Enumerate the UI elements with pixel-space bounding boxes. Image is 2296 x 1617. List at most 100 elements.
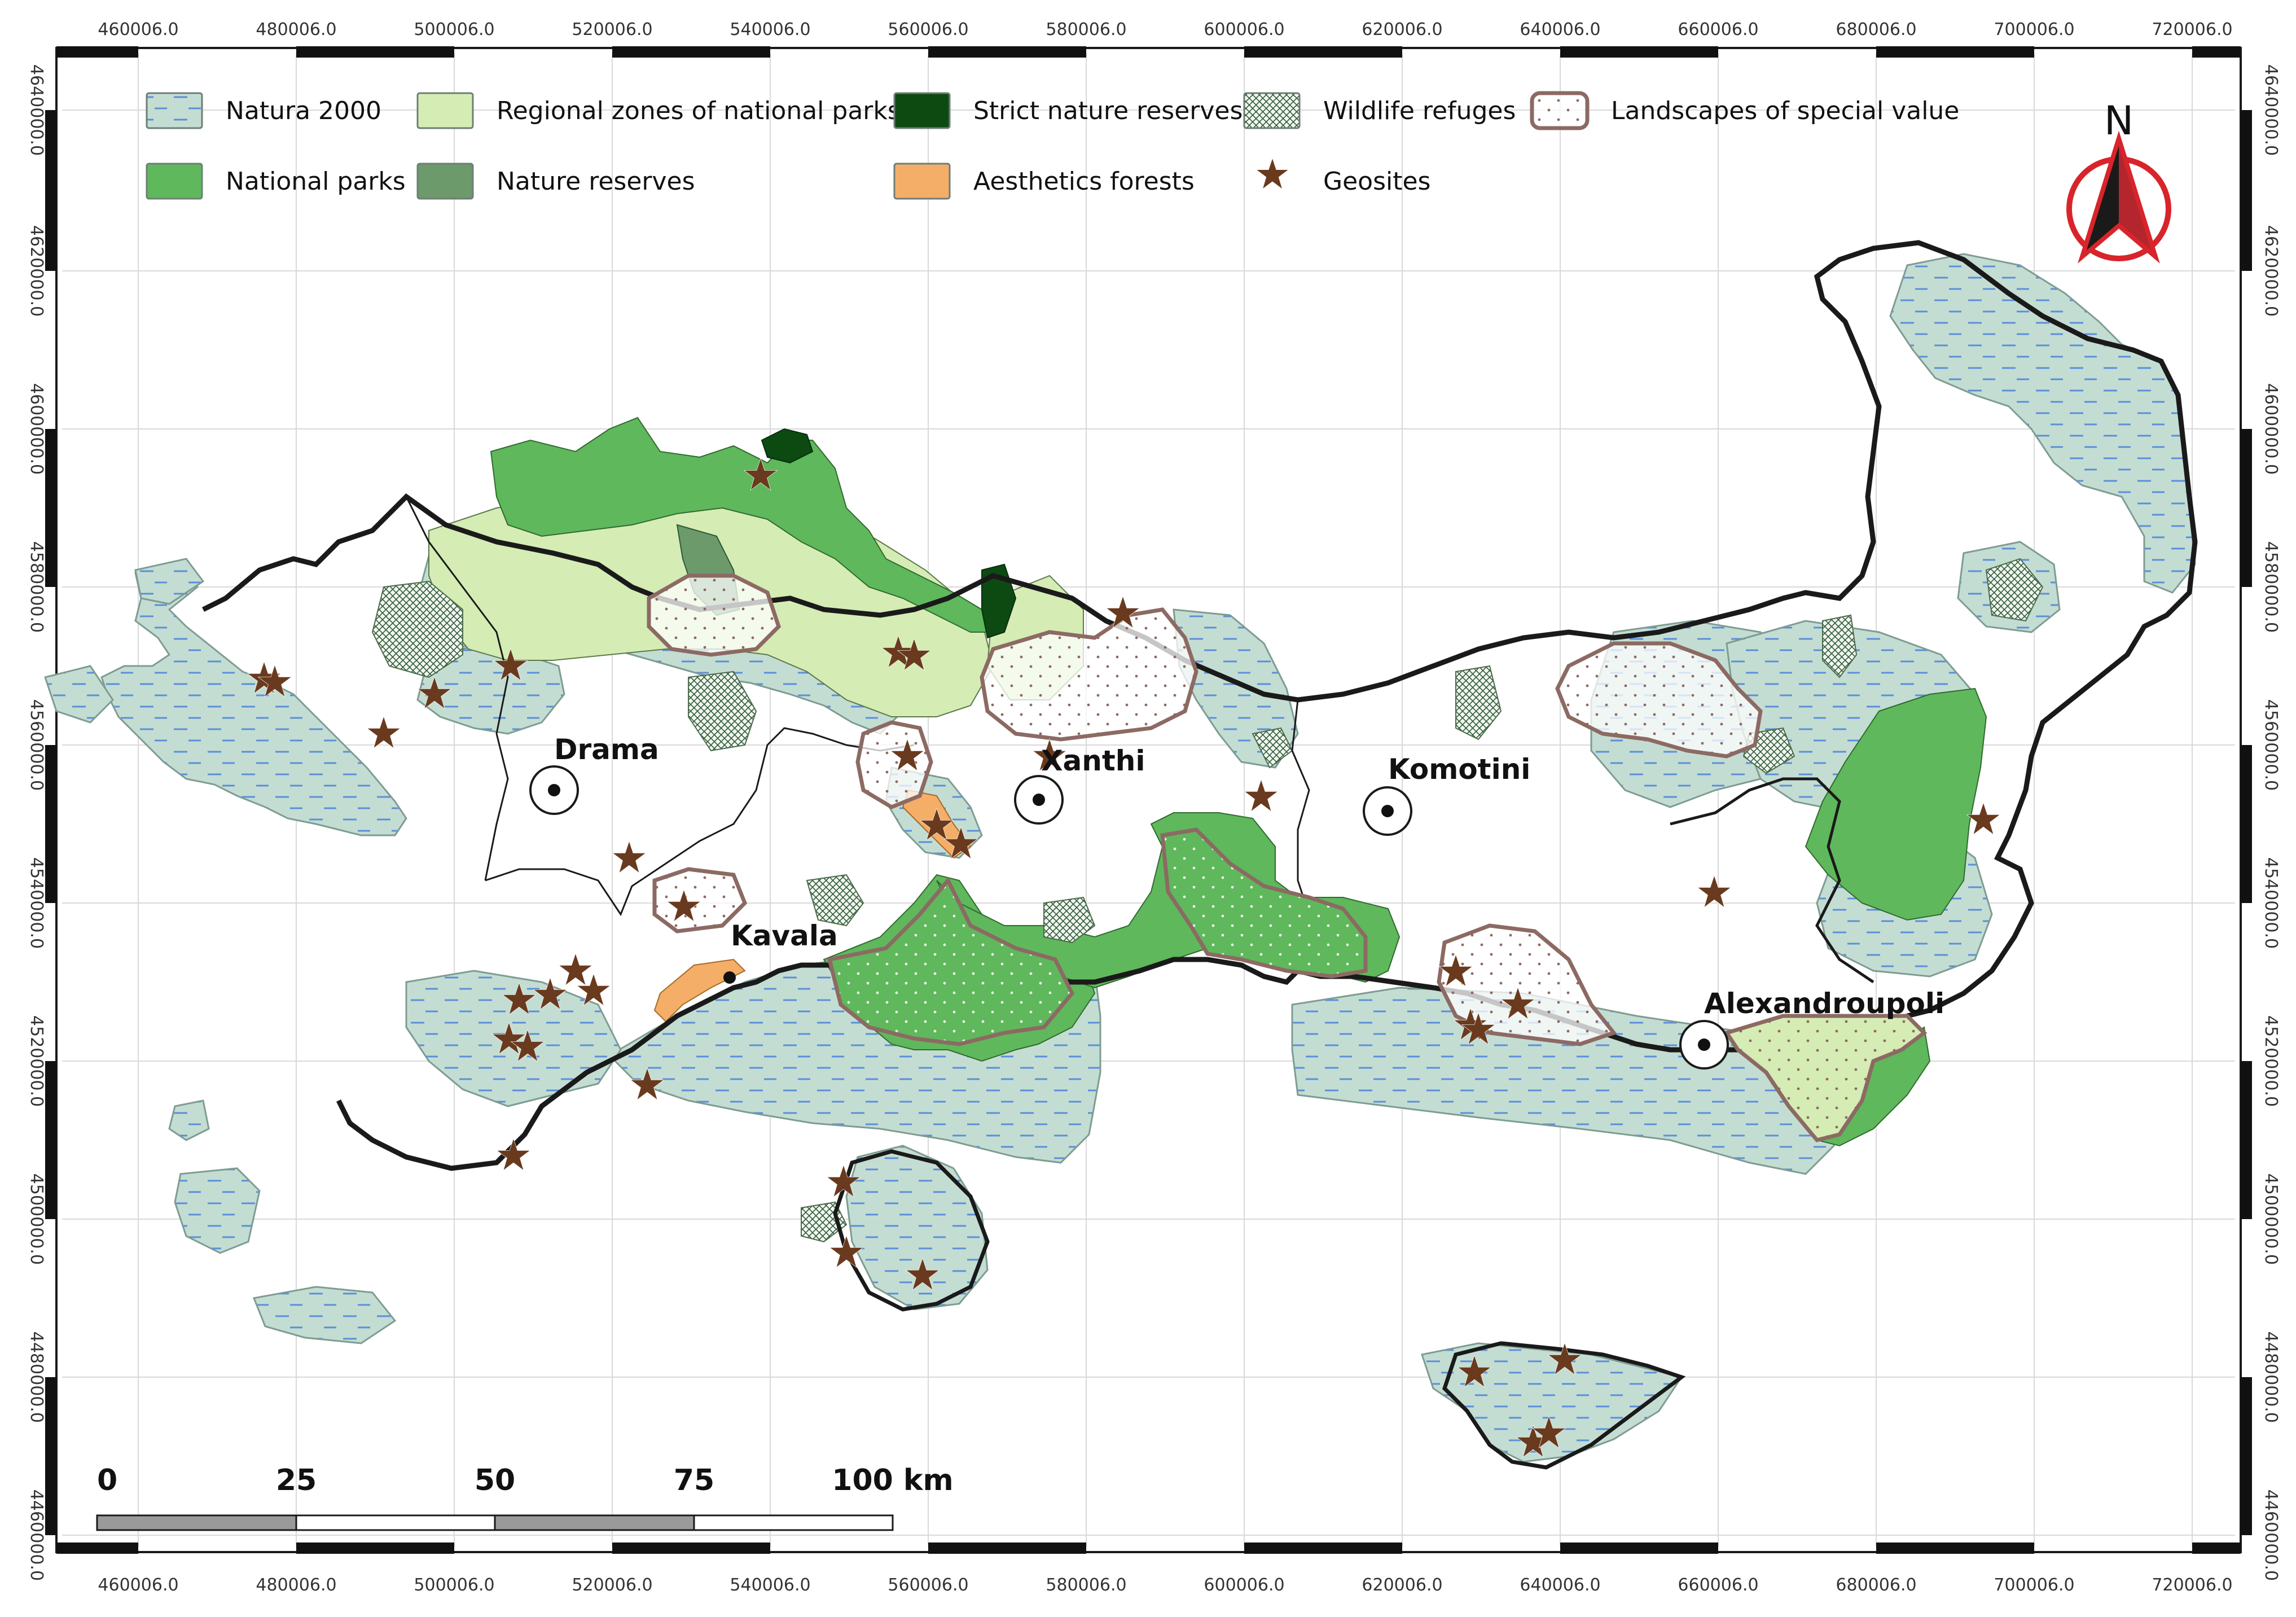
city-marker-dot: [1033, 794, 1045, 806]
legend-swatch: [416, 163, 474, 200]
x-tick-top: 560006.0: [888, 20, 968, 40]
landscape-1: [647, 573, 782, 657]
x-tick-bottom: 680006.0: [1836, 1575, 1916, 1595]
strict-nature-reserves: [761, 428, 1017, 639]
y-tick-right: 4560000.0: [2261, 699, 2281, 791]
legend-label: Regional zones of national parks: [497, 97, 901, 125]
natura-2000-areas: [44, 253, 2196, 1463]
wildlife-refuge-9: [1822, 614, 1858, 678]
legend-item-reserves: Nature reserves: [416, 163, 695, 200]
scale-bar-segment: [693, 1514, 894, 1531]
legend-label: Landscapes of special value: [1611, 97, 1959, 125]
y-tick-left: 4600000.0: [27, 383, 46, 475]
x-tick-top: 700006.0: [1994, 20, 2074, 40]
y-tick-right: 4640000.0: [2261, 64, 2281, 156]
y-axis-ticks-right: 4640000.0 4620000.0 4600000.0 4580000.0 4560…: [2261, 64, 2281, 1581]
x-tick-top: 580006.0: [1046, 20, 1126, 40]
x-tick-top: 500006.0: [414, 20, 494, 40]
landscape-evros-delta: [1723, 1014, 1928, 1142]
x-tick-bottom: 700006.0: [1994, 1575, 2074, 1595]
landscapes-on-parks: [827, 827, 1928, 1142]
x-tick-top: 620006.0: [1362, 20, 1442, 40]
y-tick-left: 4460000.0: [27, 1489, 46, 1581]
x-tick-top: 720006.0: [2152, 20, 2232, 40]
scale-bar-label: 25: [276, 1463, 317, 1497]
city-marker-dot: [548, 784, 560, 796]
city-marker-dot: [723, 971, 736, 984]
y-tick-right: 4620000.0: [2261, 225, 2281, 317]
x-tick-bottom: 580006.0: [1046, 1575, 1126, 1595]
landscape-5: [1555, 641, 1763, 759]
natura-area-west: [100, 563, 407, 836]
legend-item-wildlife: Wildlife refuges: [1243, 92, 1516, 129]
y-tick-right: 4460000.0: [2261, 1489, 2281, 1581]
y-tick-right: 4480000.0: [2261, 1331, 2281, 1423]
x-tick-bottom: 500006.0: [414, 1575, 494, 1595]
city-alexandroupoli: Alexandroupoli: [1679, 987, 1944, 1070]
strict-reserve-frakto: [761, 428, 814, 464]
wildlife-refuge-4: [1043, 896, 1096, 944]
x-tick-bottom: 720006.0: [2152, 1575, 2232, 1595]
legend-item-geosites: Geosites: [1257, 159, 1430, 196]
wildlife-refuge-2: [688, 671, 757, 752]
legend-item-regional: Regional zones of national parks: [416, 92, 901, 129]
prefecture-border-rodopi-evros: [1670, 777, 1874, 984]
natura-area-sw-islet: [174, 1167, 261, 1254]
y-tick-right: 4500000.0: [2261, 1173, 2281, 1265]
landscape-nestos-delta: [827, 877, 1075, 1046]
wildlife-refuge-1: [371, 580, 463, 678]
legend-item-natura2000: Natura 2000: [146, 92, 381, 129]
x-tick-bottom: 600006.0: [1204, 1575, 1284, 1595]
legend-label: Strict nature reserves: [973, 97, 1243, 125]
y-tick-right: 4600000.0: [2261, 383, 2281, 475]
scale-bar-label: 50: [475, 1463, 515, 1497]
legend-swatch: [893, 92, 951, 129]
landscapes-special-value: [647, 573, 1763, 1046]
city-label: Alexandroupoli: [1704, 987, 1944, 1020]
legend-item-national: National parks: [146, 163, 406, 200]
city-marker-dot: [1698, 1038, 1710, 1051]
x-tick-bottom: 460006.0: [98, 1575, 178, 1595]
x-tick-top: 680006.0: [1836, 20, 1916, 40]
prefecture-border-xanthi-komotini: [1291, 699, 1310, 915]
y-tick-left: 4480000.0: [27, 1331, 46, 1423]
y-tick-left: 4540000.0: [27, 857, 46, 949]
legend-label: Natura 2000: [226, 97, 381, 125]
city-label: Kavala: [731, 919, 838, 952]
coordinate-grid: [62, 54, 2235, 1546]
x-tick-bottom: 540006.0: [730, 1575, 810, 1595]
legend-label: National parks: [226, 167, 406, 196]
y-tick-left: 4580000.0: [27, 541, 46, 633]
scale-bar-segment: [96, 1514, 297, 1531]
wildlife-refuge-3: [806, 874, 864, 927]
national-park-dadia: [1805, 687, 1987, 921]
x-tick-top: 600006.0: [1204, 20, 1284, 40]
x-tick-top: 480006.0: [256, 20, 336, 40]
x-tick-bottom: 660006.0: [1678, 1575, 1758, 1595]
y-tick-left: 4640000.0: [27, 64, 46, 156]
y-axis-ticks-left: 4640000.0 4620000.0 4600000.0 4580000.0 4560…: [27, 64, 46, 1581]
y-tick-right: 4520000.0: [2261, 1015, 2281, 1107]
legend-item-strict: Strict nature reserves: [893, 92, 1243, 129]
natura-area-s-islet: [252, 1286, 397, 1344]
natura-area-nw-islet: [134, 558, 205, 605]
city-label: Komotini: [1388, 753, 1530, 786]
strict-reserve-east: [981, 563, 1017, 639]
national-park-rhodope-north: [490, 417, 994, 633]
scale-bar-label: 100 km: [832, 1463, 953, 1497]
y-tick-right: 4540000.0: [2261, 857, 2281, 949]
scale-bar: 0 25 50 75 100 km: [96, 1463, 954, 1531]
x-tick-top: 460006.0: [98, 20, 178, 40]
legend-label: Aesthetics forests: [973, 167, 1195, 196]
y-tick-left: 4560000.0: [27, 699, 46, 791]
x-tick-bottom: 480006.0: [256, 1575, 336, 1595]
x-tick-top: 520006.0: [572, 20, 652, 40]
x-tick-bottom: 620006.0: [1362, 1575, 1442, 1595]
scale-bar-label: 0: [97, 1463, 117, 1497]
city-label: Xanthi: [1041, 744, 1145, 777]
city-kavala: Kavala: [723, 919, 838, 984]
frame-ruler-bars: [45, 46, 2252, 1554]
legend-swatch: [1530, 91, 1590, 130]
x-tick-bottom: 520006.0: [572, 1575, 652, 1595]
